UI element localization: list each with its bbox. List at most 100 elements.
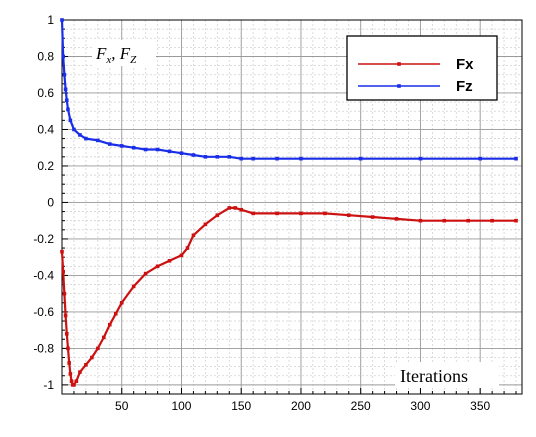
series-point-fx <box>155 264 160 269</box>
series-point-fx <box>66 346 70 351</box>
x-tick-label: 300 <box>410 399 430 413</box>
legend: Fx Fz <box>346 35 498 101</box>
series-point-fz <box>227 155 232 159</box>
series-point-fx <box>167 259 172 263</box>
series-point-fz <box>64 98 69 103</box>
series-point-fx <box>78 370 82 374</box>
series-point-fx <box>442 218 447 223</box>
series-point-fz <box>107 142 112 146</box>
series-point-fx <box>346 213 351 218</box>
x-axis-label-background <box>395 362 499 388</box>
series-point-fz <box>167 149 172 154</box>
series-point-fx <box>370 215 375 219</box>
series-point-fx <box>299 211 303 216</box>
series-point-fz <box>66 107 70 112</box>
series-point-fx <box>185 246 190 250</box>
legend-box <box>346 35 498 101</box>
series-point-fz <box>203 155 208 159</box>
series-point-fz <box>62 72 67 77</box>
y-label-main2: F <box>119 44 131 63</box>
legend-label-fx: Fx <box>456 56 474 73</box>
series-point-fx <box>251 211 255 216</box>
x-axis-label-text: Iterations <box>400 366 468 386</box>
x-tick-label: 150 <box>231 399 251 413</box>
series-point-fx <box>131 284 136 289</box>
y-tick-label: 0.8 <box>37 49 54 63</box>
series-point-fz <box>78 133 82 137</box>
series-point-fx <box>67 361 71 365</box>
series-point-fx <box>227 206 232 210</box>
series-point-fx <box>179 253 184 258</box>
series-point-fz <box>275 156 279 161</box>
series-point-fz <box>299 156 303 161</box>
series-point-fz <box>61 54 65 59</box>
svg-text:Fx, FZ: Fx, FZ <box>95 44 137 66</box>
series-point-fz <box>60 18 64 22</box>
x-axis-label: Iterations <box>395 362 499 388</box>
series-point-fx <box>74 379 79 384</box>
y-tick-label: 0 <box>47 195 54 209</box>
series-point-fx <box>323 211 327 216</box>
series-point-fz <box>96 138 100 143</box>
series-point-fz <box>418 156 423 161</box>
series-point-fx <box>68 372 73 376</box>
y-label-sub1: x <box>105 54 111 66</box>
series-point-fx <box>191 233 196 238</box>
series-point-fx <box>418 218 423 223</box>
series-point-fx <box>61 269 65 274</box>
series-point-fz <box>84 136 88 141</box>
x-tick-label: 350 <box>470 399 490 413</box>
y-axis-label: Fx, FZ <box>92 40 156 66</box>
series-point-fx <box>466 218 471 223</box>
series-point-fx <box>275 211 279 216</box>
series-point-fz <box>68 118 73 123</box>
series-point-fx <box>203 222 208 227</box>
plot-frame <box>61 19 523 395</box>
series-point-fz <box>251 156 255 161</box>
series-point-fx <box>96 346 100 351</box>
series-point-fx <box>102 335 106 340</box>
y-tick-label: 0.4 <box>37 122 54 136</box>
y-tick-label: -1 <box>43 378 54 392</box>
series-point-fx <box>113 311 118 316</box>
series-point-fz <box>155 147 160 152</box>
y-tick-label: 0.6 <box>37 86 54 100</box>
series-point-fx <box>514 218 518 223</box>
series-point-fx <box>233 206 238 210</box>
series-point-fz <box>131 145 136 150</box>
series-point-fx <box>215 213 220 218</box>
series-point-fx <box>62 291 67 296</box>
y-tick-label: 0.2 <box>37 159 54 173</box>
legend-marker-fz <box>397 84 401 88</box>
series-point-fz <box>143 147 148 152</box>
y-tick-label: -0.6 <box>33 305 54 319</box>
y-axis-label-background <box>92 40 156 66</box>
series-point-fx <box>60 249 64 254</box>
series-point-fz <box>191 153 196 157</box>
series-point-fx <box>72 383 76 387</box>
x-tick-label: 50 <box>115 399 129 413</box>
series-point-fx <box>143 271 148 276</box>
y-label-sub2: Z <box>130 54 137 66</box>
series-point-fx <box>490 218 494 223</box>
x-tick-label: 100 <box>171 399 191 413</box>
series-point-fx <box>64 331 69 336</box>
series-point-fz <box>179 151 184 155</box>
series-point-fz <box>72 127 76 132</box>
y-label-main: F <box>95 44 107 63</box>
y-tick-label: -0.4 <box>33 268 54 282</box>
y-tick-label: -0.2 <box>33 232 54 246</box>
series-point-fz <box>514 156 518 161</box>
y-tick-label: 1 <box>47 13 54 27</box>
series-point-fx <box>119 300 124 305</box>
series-point-fz <box>119 144 124 148</box>
series-point-fx <box>239 207 244 212</box>
x-tick-label: 200 <box>291 399 311 413</box>
series-point-fx <box>69 379 74 384</box>
series-point-fz <box>63 87 68 92</box>
y-tick-label: -0.8 <box>33 341 54 355</box>
y-label-sep: , <box>111 44 120 63</box>
series-point-fx <box>84 363 88 367</box>
series-point-fx <box>63 313 68 318</box>
